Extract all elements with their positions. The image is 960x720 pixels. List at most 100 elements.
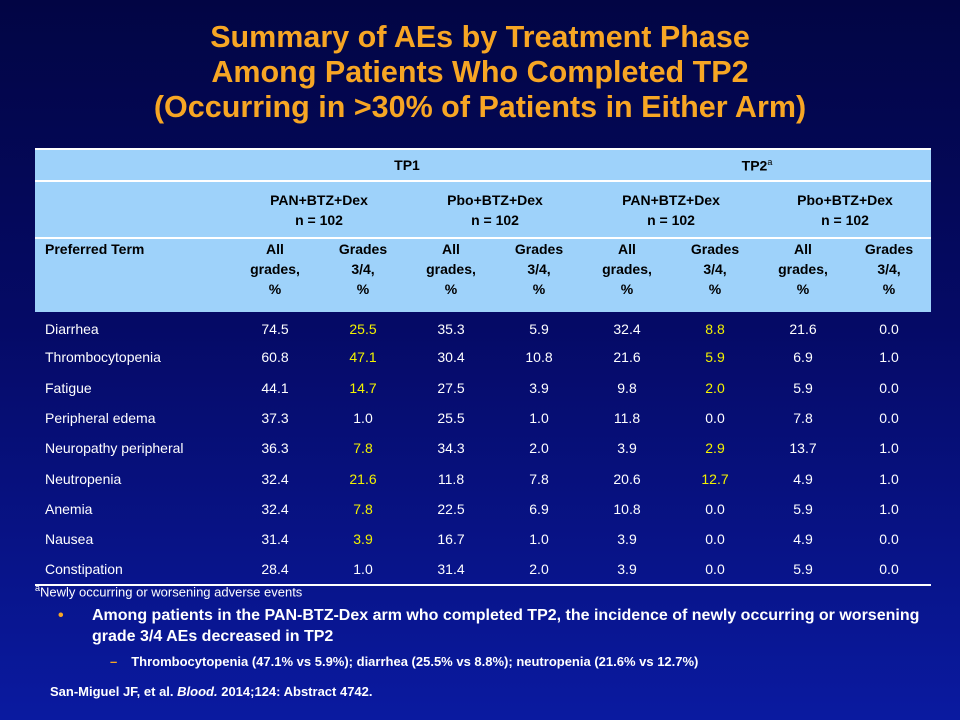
table-cell: 11.8 [437, 470, 465, 487]
table-cell: 31.4 [261, 531, 289, 548]
grades34-header-label: Grades 3/4,% [690, 241, 740, 297]
table-cell: 3.9 [529, 379, 549, 396]
arm-header: Pbo+BTZ+Dex n = 102 [759, 180, 932, 238]
arm-header: Pbo+BTZ+Dex n = 102 [407, 180, 583, 238]
citation-journal: Blood. [177, 684, 218, 699]
grades34-header: Grades 3/4,% [671, 237, 759, 312]
table-body: Diarrhea 74.5 25.5 35.3 5.9 32.4 8.8 21.6 0.0 Thr… [35, 312, 932, 586]
grades34-header: Grades 3/4,% [847, 237, 932, 312]
citation-authors: San-Miguel JF, et al. [50, 684, 174, 699]
table-row: Nausea 31.4 3.9 16.7 1.0 3.9 0.0 4.9 0.0 [35, 524, 931, 554]
table-cell: 0.0 [705, 410, 725, 427]
table-cell: 10.8 [525, 349, 553, 366]
table-cell: 0.0 [671, 554, 759, 586]
footnote-text: Newly occurring or worsening adverse eve… [40, 584, 303, 600]
table-cell: 2.9 [705, 440, 725, 457]
all-grades-header-label: All grades,% [778, 241, 828, 297]
table-cell: 35.3 [437, 321, 465, 338]
table-cell: 60.8 [261, 349, 289, 366]
table-cell: 5.9 [759, 554, 847, 586]
table-cell: 1.0 [879, 470, 899, 487]
table-cell: 34.3 [437, 440, 465, 457]
table-cell: 7.8 [529, 470, 549, 487]
table-cell: 7.8 [353, 500, 373, 517]
arm-n: n = 102 [295, 211, 343, 228]
table-cell: 36.3 [261, 440, 289, 457]
all-grades-header: All grades,% [759, 237, 847, 312]
phase-header-tp2: TP2a [583, 148, 932, 181]
table-row: Fatigue 44.1 14.7 27.5 3.9 9.8 2.0 5.9 0.0 [35, 373, 931, 403]
table-cell: 4.9 [793, 470, 813, 487]
table-cell: 31.4 [407, 554, 495, 586]
table-cell: 74.5 [261, 321, 289, 338]
table-cell: 32.4 [261, 500, 289, 517]
citation: San-Miguel JF, et al. Blood. 2014;124: A… [50, 684, 373, 699]
arm-header: PAN+BTZ+Dex n = 102 [583, 180, 759, 238]
table-cell: 37.3 [261, 410, 289, 427]
table-cell: 1.0 [879, 500, 899, 517]
table-cell: 1.0 [353, 410, 373, 427]
table-cell: 30.4 [437, 349, 465, 366]
table-cell: 11.8 [613, 410, 641, 427]
preferred-term: Thrombocytopenia [45, 349, 161, 366]
table-cell: 6.9 [793, 349, 813, 366]
arm-name: Pbo+BTZ+Dex [447, 191, 543, 208]
table-cell: 12.7 [701, 470, 729, 487]
title-line-2: Among Patients Who Completed TP2 [211, 55, 749, 89]
table-cell: 13.7 [789, 440, 817, 457]
table-cell: 1.0 [879, 349, 899, 366]
table-cell: 3.9 [617, 440, 637, 457]
footnote: aNewly occurring or worsening adverse ev… [35, 583, 302, 599]
all-grades-header: All grades,% [407, 237, 495, 312]
preferred-term: Nausea [45, 531, 94, 548]
bullet-marker: • [58, 607, 64, 624]
table-cell: 4.9 [793, 531, 813, 548]
table-cell: 0.0 [705, 500, 725, 517]
table-row: Diarrhea 74.5 25.5 35.3 5.9 32.4 8.8 21.6 0.0 [35, 312, 931, 342]
table-cell: 5.9 [705, 349, 725, 366]
table-header: TP1 TP2a PAN+BTZ+Dex n = 102 Pbo+BTZ+Dex n… [35, 148, 932, 312]
table-cell: 27.5 [437, 379, 465, 396]
table-cell: 9.8 [617, 379, 637, 396]
table-row: Neuropathy peripheral 36.3 7.8 34.3 2.0 3.9 2.… [35, 433, 931, 463]
phase-header-tp2-label: TP2 [741, 157, 768, 174]
table-row: Anemia 32.4 7.8 22.5 6.9 10.8 0.0 5.9 1.0 [35, 494, 931, 524]
table-cell: 3.9 [353, 531, 373, 548]
all-grades-header-label: All grades,% [250, 241, 300, 297]
table-cell: 6.9 [529, 500, 549, 517]
table-cell: 7.8 [353, 440, 373, 457]
preferred-term: Constipation [35, 554, 231, 586]
table-cell: 0.0 [705, 531, 725, 548]
table-cell: 2.0 [705, 379, 725, 396]
table-cell: 5.9 [793, 379, 813, 396]
table-cell: 1.0 [879, 440, 899, 457]
phase-header-tp1: TP1 [231, 148, 583, 181]
preferred-term-header: Preferred Term [35, 237, 231, 312]
arm-name: PAN+BTZ+Dex [622, 191, 720, 208]
table-cell: 21.6 [349, 470, 377, 487]
table-cell: 0.0 [879, 410, 899, 427]
table-cell: 5.9 [793, 500, 813, 517]
all-grades-header-label: All grades,% [426, 241, 476, 297]
ae-table: TP1 TP2a PAN+BTZ+Dex n = 102 Pbo+BTZ+Dex n… [35, 148, 932, 586]
table-cell: 20.6 [613, 470, 641, 487]
arm-name: Pbo+BTZ+Dex [797, 191, 893, 208]
table-cell: 28.4 [231, 554, 319, 586]
table-cell: 25.5 [349, 321, 377, 338]
bullet-text: Among patients in the PAN-BTZ-Dex arm wh… [92, 607, 920, 645]
table-row: Neutropenia 32.4 21.6 11.8 7.8 20.6 12.7 4.9 1.0 [35, 463, 931, 493]
table-row: Peripheral edema 37.3 1.0 25.5 1.0 11.8 0.0 7.8… [35, 403, 931, 433]
arm-name: PAN+BTZ+Dex [270, 191, 368, 208]
all-grades-header: All grades,% [583, 237, 671, 312]
all-grades-header: All grades,% [231, 237, 319, 312]
table-cell: 2.0 [495, 554, 583, 586]
citation-details: 2014;124: Abstract 4742. [221, 684, 373, 699]
table-cell: 0.0 [879, 531, 899, 548]
preferred-term: Neutropenia [45, 470, 122, 487]
arm-n: n = 102 [471, 211, 519, 228]
title-line-3: (Occurring in >30% of Patients in Either… [153, 90, 807, 124]
grades34-header-label: Grades 3/4,% [864, 241, 914, 297]
table-cell: 14.7 [349, 379, 377, 396]
key-finding-bullet: • Among patients in the PAN-BTZ-Dex arm … [58, 605, 926, 647]
table-cell: 0.0 [879, 321, 899, 338]
